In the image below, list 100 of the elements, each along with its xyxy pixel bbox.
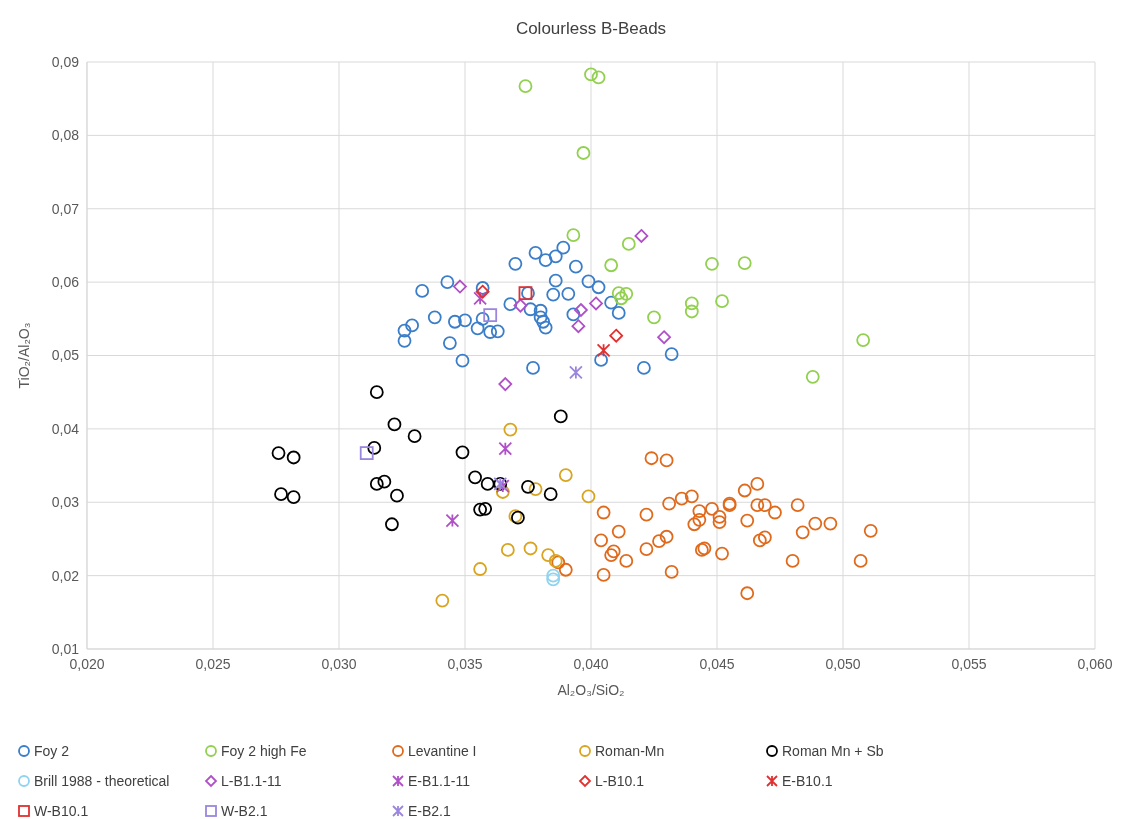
point: [705, 256, 719, 271]
point: [604, 258, 619, 273]
point: [405, 318, 419, 333]
point: [521, 479, 535, 494]
point: [553, 409, 568, 424]
point: [596, 343, 611, 358]
point: [705, 501, 719, 516]
point: [664, 565, 679, 579]
point: [475, 311, 490, 326]
point: [397, 333, 412, 348]
point: [750, 477, 765, 491]
point: [568, 259, 583, 274]
legend-label: E-B1.1-11: [408, 772, 471, 789]
point: [483, 325, 498, 339]
point: [659, 529, 674, 544]
point: [546, 568, 561, 583]
point: [757, 530, 772, 545]
point: [808, 516, 823, 531]
point: [647, 310, 661, 325]
legend-label: Brill 1988 - theoretical: [34, 772, 170, 789]
point: [483, 308, 498, 323]
point: [468, 470, 482, 485]
chart-title: Colourless B-Beads: [515, 19, 667, 38]
point: [790, 498, 805, 513]
point: [518, 79, 533, 94]
x-tick-label: 0,050: [825, 656, 861, 672]
point: [475, 284, 490, 299]
point: [737, 256, 752, 270]
point: [684, 304, 699, 319]
legend-label: E-B10.1: [782, 772, 833, 789]
point: [805, 369, 820, 384]
point: [528, 245, 543, 260]
legend-label: Foy 2 high Fe: [221, 742, 307, 759]
point: [495, 485, 510, 499]
point: [795, 525, 810, 540]
point: [503, 297, 518, 312]
point: [591, 70, 606, 85]
x-axis-title: Al₂O₃/SiO₂: [557, 682, 625, 698]
point: [407, 429, 422, 444]
y-tick-label: 0,03: [51, 494, 80, 511]
point: [604, 548, 619, 562]
point: [692, 504, 707, 518]
y-tick-label: 0,06: [51, 274, 80, 291]
x-tick-label: 0,055: [951, 656, 987, 672]
point: [387, 417, 402, 432]
point: [455, 445, 470, 460]
point: [548, 249, 563, 264]
point: [596, 505, 611, 520]
point: [664, 347, 679, 361]
point: [594, 353, 608, 367]
point: [498, 377, 513, 392]
point: [715, 546, 729, 561]
point: [543, 487, 558, 502]
point: [757, 498, 772, 513]
point: [546, 287, 561, 302]
point: [715, 294, 729, 309]
point: [687, 517, 702, 532]
point: [609, 328, 624, 343]
point: [657, 330, 671, 345]
point: [271, 446, 286, 460]
point: [359, 446, 374, 460]
legend-label: W-B10.1: [34, 802, 89, 819]
point: [448, 314, 462, 329]
point: [823, 516, 838, 531]
point: [377, 474, 392, 489]
point: [604, 295, 619, 310]
point: [740, 586, 755, 601]
point: [385, 517, 399, 532]
point: [458, 313, 472, 328]
x-tick-label: 0,060: [1077, 656, 1113, 672]
x-tick-label: 0,030: [321, 656, 357, 672]
point: [853, 554, 868, 568]
point: [674, 491, 689, 506]
point: [440, 275, 455, 290]
point: [619, 286, 634, 301]
legend-label: Foy 2: [34, 742, 70, 759]
point: [712, 510, 727, 524]
point: [740, 513, 755, 528]
point: [541, 548, 556, 562]
point: [508, 256, 523, 271]
point: [611, 306, 626, 320]
point: [561, 286, 576, 301]
point: [526, 361, 540, 375]
point: [445, 513, 460, 528]
point: [286, 490, 301, 505]
point: [442, 336, 457, 350]
point: [571, 319, 586, 334]
point: [498, 441, 513, 456]
x-tick-label: 0,025: [195, 656, 231, 672]
point: [369, 477, 384, 491]
point: [480, 477, 495, 491]
point: [390, 488, 404, 503]
point: [752, 533, 767, 548]
point: [684, 489, 699, 504]
point: [548, 273, 563, 288]
point: [606, 544, 621, 559]
point: [397, 323, 412, 338]
point: [621, 237, 636, 251]
point: [576, 146, 591, 160]
legend-label: Roman-Mn: [595, 742, 665, 759]
